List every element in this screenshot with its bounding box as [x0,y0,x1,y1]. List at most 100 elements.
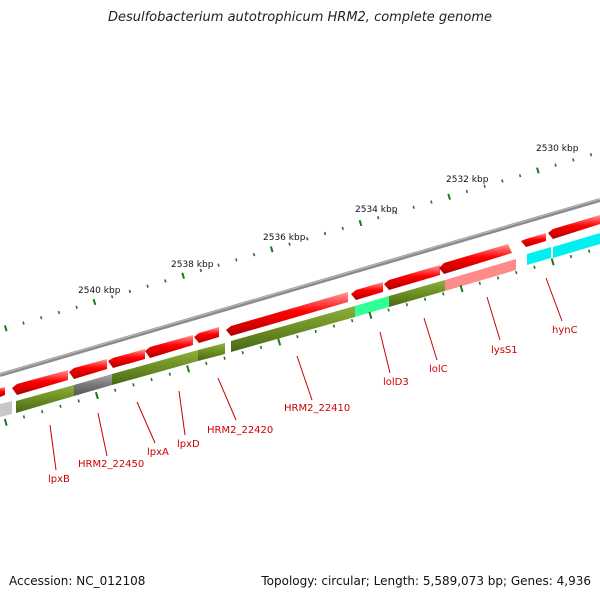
map-title: Desulfobacterium autotrophicum HRM2, com… [107,10,493,25]
cds-block-hynC[interactable] [527,247,551,265]
tick-mark [412,205,415,209]
tick-mark [515,270,518,275]
tick-mark [572,158,575,162]
tick-mark [40,316,43,320]
tick-mark [405,302,409,307]
cds-arrow[interactable] [145,335,193,358]
gene-label-HRM2_22420[interactable]: HRM2_22420 [207,425,273,436]
genome-backbone [0,198,600,377]
gene-label-HRM2_22450[interactable]: HRM2_22450 [78,459,144,470]
kbp-labels: 2530 kbp 2532 kbp 2534 kbp 2536 kbp 2538… [78,144,579,296]
tick-mark [269,246,274,253]
cds-arrow[interactable] [226,292,348,336]
forward-strand-track [0,215,600,397]
gene-label-lpxB[interactable]: lpxB [48,474,70,485]
tick-mark [465,189,469,194]
tick-mark [478,281,481,285]
tick-mark [92,298,97,306]
tick-mark [128,289,132,294]
tick-mark [442,292,445,296]
cds-block-HRM2_22450[interactable] [74,374,112,396]
tick-mark [288,242,291,246]
tick-mark [387,308,390,312]
tick-mark [3,418,8,426]
cds-arrow[interactable] [439,244,512,274]
cds-block-lolD3[interactable] [355,296,389,317]
tick-mark [77,399,80,403]
cds-arrow[interactable] [194,327,219,343]
tick-mark [150,377,153,382]
cds-block[interactable] [553,233,600,258]
tick-mark [447,193,451,200]
cds-block-lpxA[interactable] [112,350,198,385]
tick-mark [75,305,78,309]
tick-label-2530: 2530 kbp [536,144,579,154]
tick-mark [496,276,500,280]
tick-mark [589,152,593,157]
cds-block-lysS1[interactable] [445,259,516,291]
tick-mark [217,263,220,267]
cds-arrow[interactable] [0,387,5,397]
inner-tick-ring [3,249,591,426]
tick-mark [22,321,25,325]
cds-block-lolC[interactable] [389,280,445,307]
gene-label-lysS1[interactable]: lysS1 [491,345,518,356]
tick-mark [132,383,135,387]
tick-mark [569,254,573,259]
tick-label-2534: 2534 kbp [355,205,398,215]
tick-mark [483,184,486,188]
tick-mark [536,167,540,174]
tick-label-2540: 2540 kbp [78,286,121,296]
gene-labels: hynC lysS1 lolC lolD3 HRM2_22410 HRM2_22… [48,325,578,485]
tick-mark [306,237,309,241]
cds-arrow[interactable] [548,215,600,239]
reverse-strand-track [0,233,600,417]
cds-block-lpxD[interactable] [198,343,225,361]
cds-block-HRM2_22410[interactable] [231,306,355,352]
cds-block-lpxB[interactable] [16,385,74,413]
tick-mark [205,361,208,366]
tick-mark [94,391,99,400]
cds-arrow[interactable] [12,370,68,395]
tick-mark [350,319,354,323]
cds-block[interactable] [0,401,12,417]
cds-arrow[interactable] [69,359,107,379]
gene-label-lpxD[interactable]: lpxD [177,439,200,450]
tick-mark [59,404,62,408]
gene-label-hynC[interactable]: hynC [552,325,578,336]
gene-label-lpxA[interactable]: lpxA [147,447,169,458]
tick-mark [277,338,282,346]
tick-mark [518,174,522,178]
gene-label-lolC[interactable]: lolC [429,364,448,375]
tick-mark [186,365,191,373]
genome-backbone-highlight [0,198,600,375]
cds-arrow[interactable] [521,233,546,247]
tick-mark [296,335,299,339]
tick-mark [550,258,555,266]
gene-label-lolD3[interactable]: lolD3 [383,377,409,388]
tick-mark [358,219,363,227]
tick-label-2532: 2532 kbp [446,175,489,185]
tick-mark [57,310,61,315]
tick-mark [181,272,185,279]
tick-label-2538: 2538 kbp [171,260,214,270]
tick-mark [554,163,557,167]
accession-text: Accession: NC_012108 [9,574,146,588]
gene-label-HRM2_22410[interactable]: HRM2_22410 [284,403,350,414]
tick-mark [341,226,344,231]
tick-mark [430,200,433,204]
genome-summary-text: Topology: circular; Length: 5,589,073 bp… [261,574,591,588]
tick-mark [259,345,263,350]
cds-arrow[interactable] [384,265,440,290]
tick-mark [588,249,591,253]
tick-mark [368,311,373,319]
tick-mark [423,297,427,301]
label-leaders [49,277,563,471]
cds-arrow[interactable] [108,349,145,368]
cds-arrow[interactable] [351,282,383,300]
tick-mark [113,388,117,392]
tick-mark [459,285,464,293]
tick-mark [377,216,380,220]
tick-mark [199,268,203,273]
